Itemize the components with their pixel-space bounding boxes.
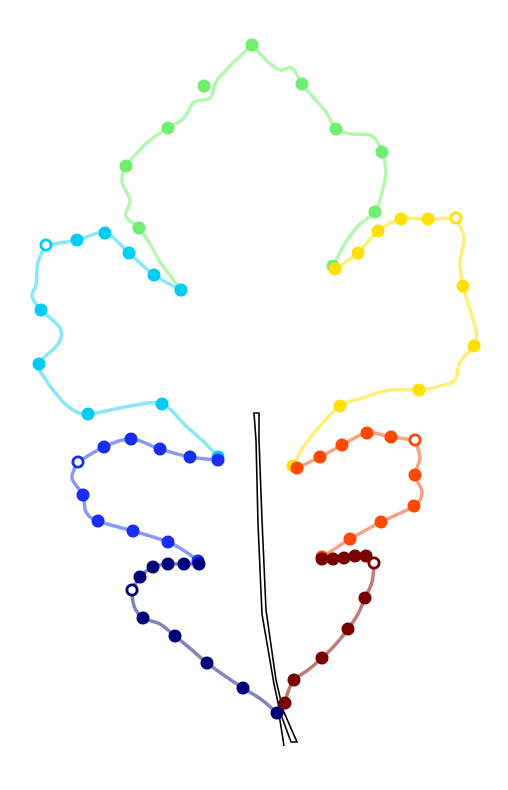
base-left-point: [200, 656, 214, 670]
right-lobe-start-marker: [449, 211, 463, 225]
base-right-point: [348, 549, 362, 563]
base-left-point: [168, 629, 182, 643]
base-left-point: [161, 557, 175, 571]
top-right-lobe-line: [250, 43, 388, 268]
base-right-point: [337, 551, 351, 565]
top-right-lobe-point: [245, 38, 259, 52]
base-left-line: [130, 588, 279, 715]
lower-left-lobe-point: [91, 514, 105, 528]
right-lobe-point: [328, 262, 342, 276]
base-right-point: [326, 552, 340, 566]
left-lobe-line: [30, 243, 220, 459]
top-lobe-point: [119, 159, 133, 173]
lower-right-lobe-point: [374, 515, 388, 529]
right-lobe-point: [421, 212, 435, 226]
lower-right-lobe-start-marker: [408, 433, 422, 447]
lower-right-lobe-line: [320, 438, 424, 559]
base-left-point: [146, 560, 160, 574]
base-left-point: [192, 557, 206, 571]
right-lobe-point: [394, 212, 408, 226]
top-lobe-point: [197, 79, 211, 93]
right-lobe-point: [412, 383, 426, 397]
right-upper-inner-line: [333, 216, 458, 271]
leaf-stem: [253, 412, 299, 747]
top-right-lobe-point: [295, 77, 309, 91]
top-right-lobe-point: [329, 122, 343, 136]
base-left-start-marker: [125, 583, 139, 597]
lower-right-lobe-point: [343, 532, 357, 546]
lower-left-lobe-point: [97, 440, 111, 454]
base-left-point: [136, 611, 150, 625]
base-left-point: [236, 681, 250, 695]
lower-right-lobe-point: [313, 450, 327, 464]
left-lobe-point: [147, 268, 161, 282]
top-lobe-point: [132, 221, 146, 235]
base-right-point: [341, 622, 355, 636]
base-right-point: [315, 552, 329, 566]
right-lobe-point: [467, 339, 481, 353]
lower-right-lobe-point: [384, 430, 398, 444]
base-right-point: [287, 673, 301, 687]
lower-left-lobe-point: [211, 453, 225, 467]
base-left-point: [177, 557, 191, 571]
lower-right-lobe-point: [407, 499, 421, 513]
base-left-point: [133, 570, 147, 584]
landmark-points: [32, 38, 481, 720]
stem-outline: [253, 412, 299, 743]
stem-inner-line: [278, 713, 285, 747]
lower-left-lobe-point: [183, 450, 197, 464]
left-lobe-point: [34, 303, 48, 317]
left-lobe-point: [32, 357, 46, 371]
lower-right-lobe-point: [408, 468, 422, 482]
lower-right-lobe-point: [360, 426, 374, 440]
left-lobe-start-marker: [39, 238, 53, 252]
top-right-lobe-point: [368, 205, 382, 219]
right-lobe-point: [351, 246, 365, 260]
right-lobe-point: [333, 399, 347, 413]
outline-lines: [30, 43, 479, 715]
lower-left-lobe-line: [70, 460, 200, 563]
base-right-start-marker: [367, 556, 381, 570]
left-lobe-point: [81, 407, 95, 421]
base-right-point: [358, 591, 372, 605]
lower-left-lobe-point: [76, 488, 90, 502]
lower-left-lobe-point: [153, 442, 167, 456]
right-lobe-point: [456, 279, 470, 293]
top-lobe-point: [161, 121, 175, 135]
lower-left-lobe-point: [161, 535, 175, 549]
right-lobe-point: [371, 224, 385, 238]
lower-left-lobe-start-marker: [71, 455, 85, 469]
base-left-point: [270, 706, 284, 720]
left-lobe-point: [155, 397, 169, 411]
lower-left-lobe-point: [124, 432, 138, 446]
lower-left-lobe-point: [126, 524, 140, 538]
left-lobe-point: [174, 283, 188, 297]
lower-right-lobe-point: [290, 461, 304, 475]
left-lobe-point: [122, 246, 136, 260]
left-lobe-point: [70, 233, 84, 247]
top-right-lobe-point: [375, 145, 389, 159]
base-right-point: [315, 651, 329, 665]
left-lobe-point: [98, 226, 112, 240]
lower-right-lobe-point: [335, 438, 349, 452]
right-lobe-line: [291, 216, 479, 468]
base-right-point: [278, 696, 292, 710]
top-lobe-line: [120, 43, 254, 292]
